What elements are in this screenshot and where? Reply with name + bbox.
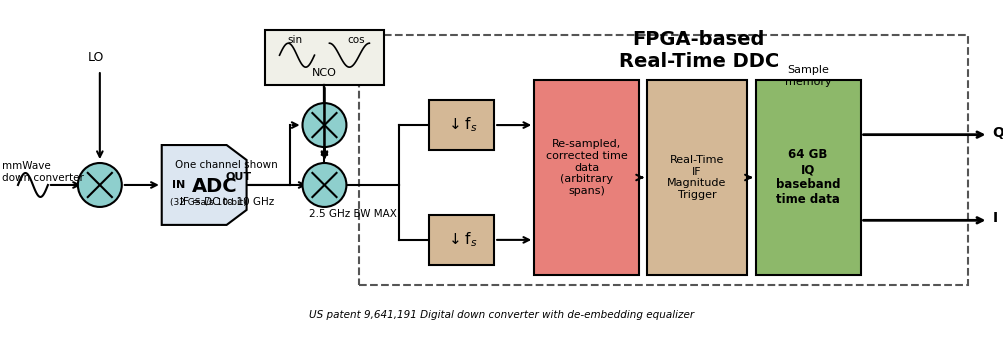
Text: FPGA-based
Real-Time DDC: FPGA-based Real-Time DDC bbox=[618, 30, 778, 71]
Text: Real-Time
IF
Magnitude
Trigger: Real-Time IF Magnitude Trigger bbox=[666, 155, 726, 200]
Text: $\downarrow$f$_s$: $\downarrow$f$_s$ bbox=[445, 231, 477, 249]
Text: mmWave
down converter: mmWave down converter bbox=[2, 161, 84, 183]
Text: sin: sin bbox=[287, 35, 302, 45]
FancyBboxPatch shape bbox=[646, 80, 746, 275]
Text: LO: LO bbox=[88, 51, 104, 64]
Text: US patent 9,641,191 Digital down converter with de-embedding equalizer: US patent 9,641,191 Digital down convert… bbox=[308, 310, 693, 320]
Circle shape bbox=[302, 103, 346, 147]
Text: NCO: NCO bbox=[312, 68, 337, 78]
Text: IN: IN bbox=[172, 180, 185, 190]
FancyBboxPatch shape bbox=[534, 80, 638, 275]
Text: IF = DC to 10 GHz: IF = DC to 10 GHz bbox=[180, 197, 274, 207]
Bar bbox=[359, 35, 968, 285]
Text: 64 GB
IQ
baseband
time data: 64 GB IQ baseband time data bbox=[775, 149, 840, 206]
Text: cos: cos bbox=[347, 35, 365, 45]
Text: $\downarrow$f$_s$: $\downarrow$f$_s$ bbox=[445, 116, 477, 134]
FancyBboxPatch shape bbox=[755, 80, 860, 275]
Text: 2.5 GHz BW MAX: 2.5 GHz BW MAX bbox=[309, 209, 397, 219]
Text: I: I bbox=[991, 211, 997, 225]
Text: Re-sampled,
corrected time
data
(arbitrary
spans): Re-sampled, corrected time data (arbitra… bbox=[545, 139, 627, 196]
FancyBboxPatch shape bbox=[429, 100, 493, 150]
Text: Q: Q bbox=[991, 126, 1003, 140]
FancyBboxPatch shape bbox=[429, 215, 493, 265]
Text: (32 GSa/s 10-bit): (32 GSa/s 10-bit) bbox=[170, 199, 246, 207]
Circle shape bbox=[302, 163, 346, 207]
Polygon shape bbox=[161, 145, 247, 225]
Circle shape bbox=[78, 163, 121, 207]
Text: ADC: ADC bbox=[192, 177, 237, 197]
FancyBboxPatch shape bbox=[265, 30, 384, 85]
Text: One channel shown: One channel shown bbox=[175, 160, 277, 170]
Text: Sample
memory: Sample memory bbox=[784, 65, 830, 87]
Text: OUT: OUT bbox=[226, 172, 252, 182]
